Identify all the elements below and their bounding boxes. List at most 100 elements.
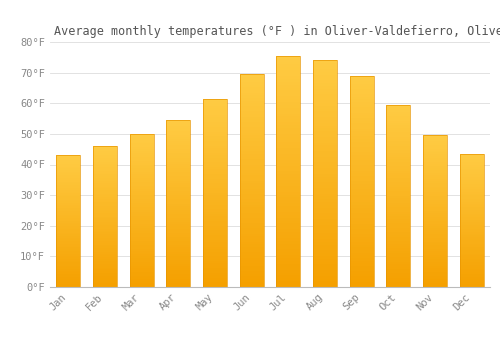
Bar [166,235,190,237]
Bar [276,241,300,244]
Bar [460,234,483,236]
Bar [386,273,410,275]
Bar [203,174,227,176]
Bar [240,88,264,90]
Bar [166,153,190,155]
Bar [203,247,227,249]
Bar [93,169,117,171]
Bar [460,220,483,222]
Bar [166,270,190,272]
Bar [460,247,483,249]
Bar [276,258,300,261]
Bar [203,223,227,226]
Bar [130,218,154,220]
Bar [56,177,80,178]
Bar [240,282,264,284]
Bar [56,187,80,188]
Bar [56,233,80,234]
Bar [386,234,410,237]
Bar [130,272,154,274]
Bar [240,186,264,189]
Bar [93,206,117,208]
Bar [350,131,374,134]
Bar [386,194,410,196]
Bar [240,74,264,77]
Bar [93,146,117,287]
Bar [166,139,190,141]
Bar [423,164,447,166]
Bar [240,183,264,186]
Bar [166,176,190,178]
Bar [460,157,483,159]
Bar [203,271,227,273]
Bar [423,173,447,175]
Bar [386,175,410,178]
Bar [240,234,264,237]
Bar [276,281,300,284]
Bar [423,283,447,285]
Bar [276,79,300,82]
Bar [130,168,154,170]
Bar [313,137,337,140]
Bar [130,138,154,140]
Bar [386,178,410,180]
Bar [240,111,264,114]
Bar [166,195,190,197]
Bar [166,185,190,187]
Bar [203,205,227,207]
Bar [386,262,410,264]
Bar [386,160,410,162]
Bar [203,280,227,282]
Bar [350,239,374,242]
Bar [350,271,374,274]
Bar [460,169,483,170]
Bar [203,139,227,141]
Bar [423,224,447,226]
Bar [423,204,447,205]
Bar [93,280,117,282]
Bar [350,232,374,234]
Bar [313,247,337,250]
Bar [276,73,300,76]
Bar [276,220,300,223]
Bar [276,151,300,154]
Bar [203,233,227,235]
Bar [276,218,300,220]
Bar [203,150,227,153]
Bar [313,140,337,142]
Bar [56,282,80,284]
Bar [350,224,374,226]
Bar [93,245,117,246]
Bar [130,166,154,168]
Bar [130,195,154,197]
Bar [423,194,447,196]
Bar [166,254,190,256]
Bar [313,145,337,148]
Bar [313,63,337,66]
Bar [350,268,374,271]
Bar [93,261,117,262]
Bar [460,236,483,237]
Bar [93,264,117,266]
Bar [93,236,117,238]
Bar [313,236,337,239]
Bar [93,192,117,194]
Bar [460,252,483,254]
Bar [56,198,80,200]
Bar [240,146,264,149]
Bar [386,134,410,136]
Bar [386,171,410,173]
Bar [56,178,80,180]
Bar [130,174,154,176]
Bar [423,281,447,283]
Bar [203,202,227,205]
Bar [423,181,447,183]
Bar [386,219,410,221]
Bar [93,231,117,232]
Bar [56,160,80,162]
Bar [350,250,374,253]
Bar [313,259,337,261]
Bar [56,159,80,160]
Bar [166,243,190,245]
Bar [240,135,264,138]
